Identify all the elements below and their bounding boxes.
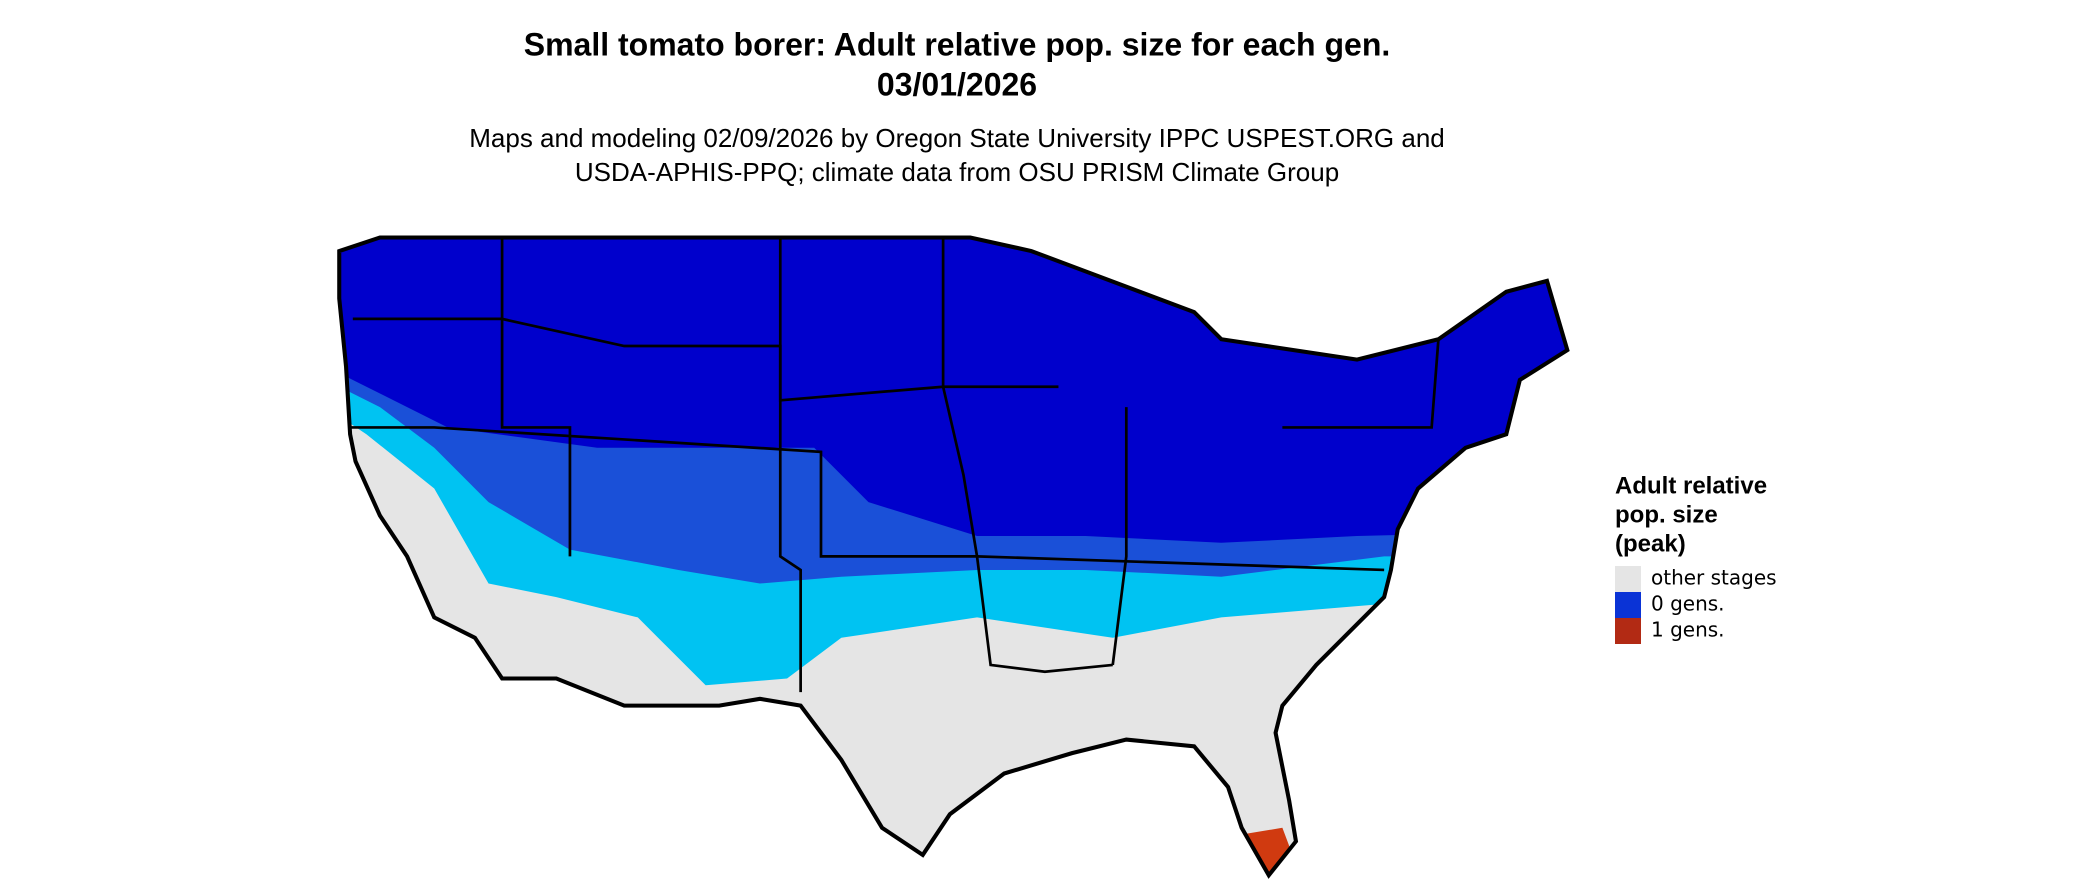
legend-label: other stages [1651,566,1777,590]
legend-title: Adult relative [1615,472,1767,499]
legend-swatch [1615,592,1641,618]
state-borders [350,237,1440,693]
subtitle: USDA-APHIS-PPQ; climate data from OSU PR… [575,157,1339,187]
legend-swatch [1615,566,1641,592]
legend-swatch [1615,618,1641,644]
legend-label: 1 gens. [1651,618,1725,642]
legend-label: 0 gens. [1651,592,1725,616]
legend-title: pop. size [1615,501,1718,528]
legend-title: (peak) [1615,530,1686,557]
title: Small tomato borer: Adult relative pop. … [524,26,1391,62]
us-outline [337,235,1570,879]
date: 03/01/2026 [877,66,1037,102]
map [337,235,1570,879]
subtitle: Maps and modeling 02/09/2026 by Oregon S… [469,123,1445,153]
